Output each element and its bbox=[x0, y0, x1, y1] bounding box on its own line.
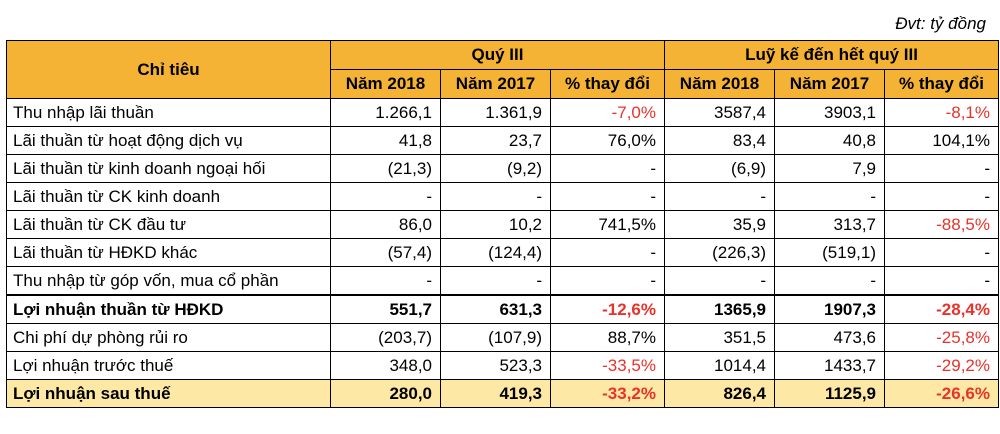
row-label: Lãi thuần từ CK đầu tư bbox=[6, 210, 331, 239]
cell-value: 1907,3 bbox=[774, 294, 885, 324]
unit-note: Đvt: tỷ đồng bbox=[895, 14, 986, 33]
cell-value: -26,6% bbox=[883, 379, 1000, 408]
cell-value: 3903,1 bbox=[774, 98, 885, 127]
table-row: Lợi nhuận trước thuế 348,0 523,3 -33,5% 1014… bbox=[6, 351, 1000, 380]
cell-value: - bbox=[883, 182, 1000, 211]
col-header: % thay đổi bbox=[883, 69, 1000, 99]
table-row: Lãi thuần từ HĐKD khác (57,4) (124,4) - (226… bbox=[6, 238, 1000, 267]
cell-value: - bbox=[440, 182, 551, 211]
cell-value: (57,4) bbox=[330, 238, 441, 267]
cell-value: 104,1% bbox=[883, 126, 1000, 155]
cell-value: - bbox=[664, 182, 775, 211]
cell-value: - bbox=[774, 182, 885, 211]
row-label: Lãi thuần từ hoạt động dịch vụ bbox=[6, 126, 331, 155]
table-row: Lãi thuần từ CK kinh doanh - - - - - - bbox=[6, 182, 1000, 211]
cell-value: 1125,9 bbox=[774, 379, 885, 408]
col-header: Năm 2018 bbox=[664, 69, 775, 99]
cell-value: - bbox=[883, 266, 1000, 296]
cell-value: - bbox=[883, 154, 1000, 183]
cell-value: -33,2% bbox=[550, 379, 665, 408]
row-label: Lãi thuần từ kinh doanh ngoại hối bbox=[6, 154, 331, 183]
cell-value: 1433,7 bbox=[774, 351, 885, 380]
row-label: Lãi thuần từ HĐKD khác bbox=[6, 238, 331, 267]
table-row: Thu nhập từ góp vốn, mua cổ phần - - - - - - bbox=[6, 266, 1000, 296]
group-header-cumulative: Luỹ kế đến hết quý III bbox=[663, 40, 1000, 70]
row-label: Thu nhập lãi thuần bbox=[6, 98, 331, 127]
cell-value: (21,3) bbox=[330, 154, 441, 183]
cell-value: - bbox=[330, 266, 441, 296]
table-row: Lãi thuần từ CK đầu tư 86,0 10,2 741,5% 35,9… bbox=[6, 210, 1000, 239]
cell-value: - bbox=[550, 238, 665, 267]
cell-value: 523,3 bbox=[440, 351, 551, 380]
cell-value: (226,3) bbox=[664, 238, 775, 267]
cell-value: (519,1) bbox=[774, 238, 885, 267]
cell-value: -29,2% bbox=[883, 351, 1000, 380]
cell-value: 7,9 bbox=[774, 154, 885, 183]
cell-value: 351,5 bbox=[664, 323, 775, 352]
col-header: Năm 2018 bbox=[330, 69, 441, 99]
cell-value: 40,8 bbox=[774, 126, 885, 155]
cell-value: - bbox=[440, 266, 551, 296]
group-header-quarter: Quý III bbox=[330, 40, 665, 70]
cell-value: (107,9) bbox=[440, 323, 551, 352]
row-label: Lãi thuần từ CK kinh doanh bbox=[6, 182, 331, 211]
cell-value: 1365,9 bbox=[664, 294, 775, 324]
table-row: Lãi thuần từ kinh doanh ngoại hối (21,3)(… bbox=[6, 154, 1000, 183]
cell-value: 10,2 bbox=[440, 210, 551, 239]
cell-value: 3587,4 bbox=[664, 98, 775, 127]
row-label: Thu nhập từ góp vốn, mua cổ phần bbox=[6, 266, 331, 296]
cell-value: (6,9) bbox=[664, 154, 775, 183]
table-row: Thu nhập lãi thuần 1.266,1 1.361,9 -7,0% 358… bbox=[6, 98, 1000, 127]
row-label: Lợi nhuận trước thuế bbox=[6, 351, 331, 380]
cell-value: 35,9 bbox=[664, 210, 775, 239]
cell-value: 1014,4 bbox=[664, 351, 775, 380]
cell-value: -88,5% bbox=[883, 210, 1000, 239]
cell-value: (124,4) bbox=[440, 238, 551, 267]
cell-value: - bbox=[550, 266, 665, 296]
cell-value: - bbox=[664, 266, 775, 296]
col-header: Năm 2017 bbox=[774, 69, 885, 99]
cell-value: -28,4% bbox=[883, 294, 1000, 324]
cell-value: -8,1% bbox=[883, 98, 1000, 127]
col-header: Năm 2017 bbox=[440, 69, 551, 99]
cell-value: - bbox=[774, 266, 885, 296]
cell-value: 741,5% bbox=[550, 210, 665, 239]
table-row: Lợi nhuận thuần từ HĐKD 551,7 631,3 -12,6% 1… bbox=[6, 294, 1000, 324]
cell-value: 826,4 bbox=[664, 379, 775, 408]
cell-value: -33,5% bbox=[550, 351, 665, 380]
cell-value: - bbox=[330, 182, 441, 211]
cell-value: 348,0 bbox=[330, 351, 441, 380]
table-row: Chi phí dự phòng rủi ro (203,7) (107,9) 88,… bbox=[6, 323, 1000, 352]
cell-value: -25,8% bbox=[883, 323, 1000, 352]
table-row: Lãi thuần từ hoạt động dịch vụ 41,8 23,7 76… bbox=[6, 126, 1000, 155]
row-label: Lợi nhuận thuần từ HĐKD bbox=[6, 294, 331, 324]
cell-value: 88,7% bbox=[550, 323, 665, 352]
cell-value: - bbox=[550, 154, 665, 183]
cell-value: -12,6% bbox=[550, 294, 665, 324]
cell-value: 419,3 bbox=[440, 379, 551, 408]
cell-value: - bbox=[883, 238, 1000, 267]
cell-value: - bbox=[550, 182, 665, 211]
cell-value: 1.361,9 bbox=[440, 98, 551, 127]
cell-value: (203,7) bbox=[330, 323, 441, 352]
cell-value: 473,6 bbox=[774, 323, 885, 352]
cell-value: (9,2) bbox=[440, 154, 551, 183]
row-label: Chi phí dự phòng rủi ro bbox=[6, 323, 331, 352]
cell-value: 313,7 bbox=[774, 210, 885, 239]
cell-value: 551,7 bbox=[330, 294, 441, 324]
table-row: Lợi nhuận sau thuế 280,0 419,3 -33,2% 826,4 1… bbox=[6, 379, 1000, 408]
cell-value: -7,0% bbox=[550, 98, 665, 127]
cell-value: 86,0 bbox=[330, 210, 441, 239]
cell-value: 76,0% bbox=[550, 126, 665, 155]
cell-value: 41,8 bbox=[330, 126, 441, 155]
cell-value: 83,4 bbox=[664, 126, 775, 155]
cell-value: 23,7 bbox=[440, 126, 551, 155]
cell-value: 280,0 bbox=[330, 379, 441, 408]
col-header: % thay đổi bbox=[550, 69, 665, 99]
financial-table: Chỉ tiêu Quý III Luỹ kế đến hết quý III … bbox=[6, 40, 1000, 408]
cell-value: 1.266,1 bbox=[330, 98, 441, 127]
row-label: Lợi nhuận sau thuế bbox=[6, 379, 331, 408]
cell-value: 631,3 bbox=[440, 294, 551, 324]
indicator-header: Chỉ tiêu bbox=[6, 40, 331, 99]
